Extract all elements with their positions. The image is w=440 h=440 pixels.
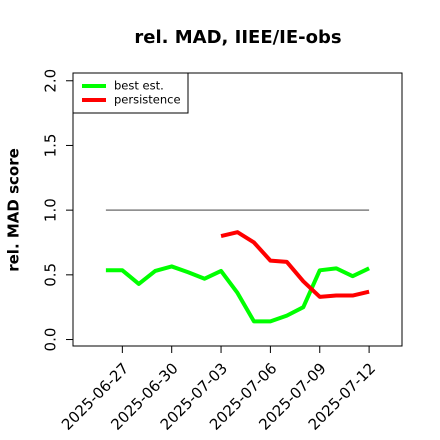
y-tick-label: 2.0 <box>42 69 60 93</box>
plot-frame <box>72 72 403 347</box>
data-line <box>220 230 370 299</box>
y-tick-label: 1.0 <box>42 198 60 222</box>
legend-label: persistence <box>114 93 181 107</box>
data-line <box>105 264 370 324</box>
chart-title: rel. MAD, IIEE/IE-obs <box>134 27 341 48</box>
y-tick-label: 1.5 <box>42 134 60 158</box>
y-axis-label: rel. MAD score <box>5 148 23 272</box>
y-tick-label: 0.5 <box>42 263 60 287</box>
legend-box <box>72 72 189 114</box>
y-tick-label: 0.0 <box>42 328 60 352</box>
legend-label: best est. <box>114 79 164 93</box>
